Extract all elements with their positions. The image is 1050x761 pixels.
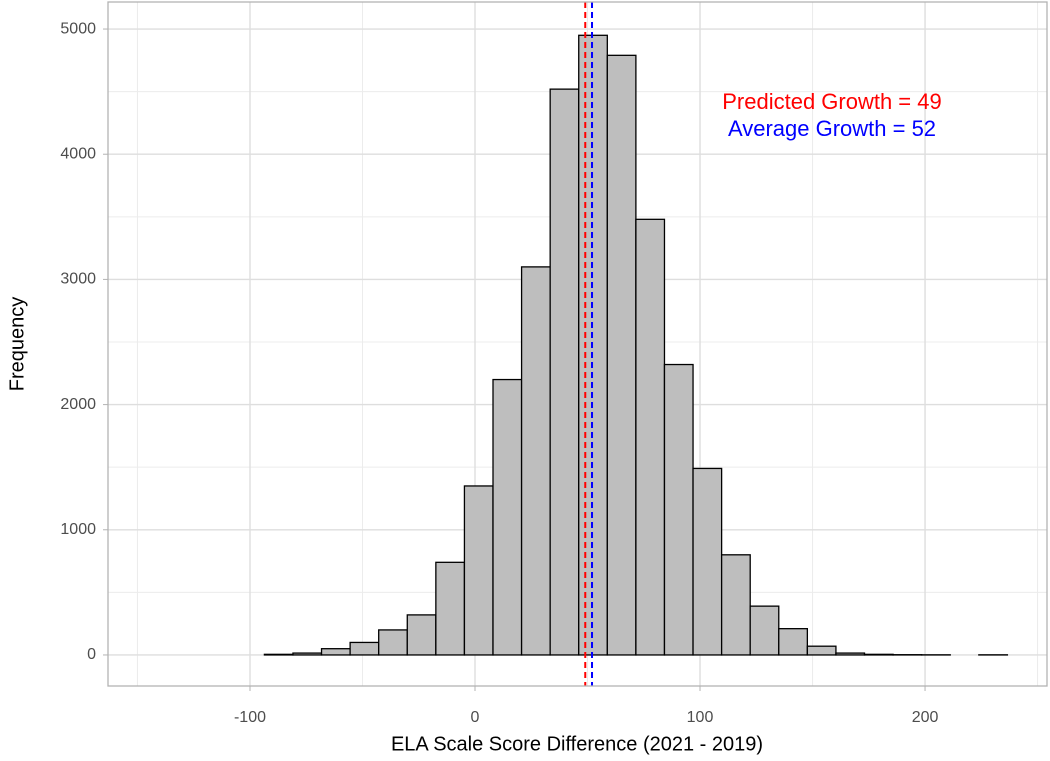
bar bbox=[692, 467, 723, 656]
bar bbox=[520, 266, 551, 656]
annotation: Predicted Growth = 49 bbox=[722, 89, 942, 114]
bar bbox=[263, 653, 294, 656]
bar bbox=[549, 88, 580, 656]
x-tick-label: 0 bbox=[471, 709, 480, 726]
y-tick-label: 5000 bbox=[60, 20, 96, 37]
bar bbox=[635, 218, 666, 656]
y-axis-title: Frequency bbox=[6, 297, 28, 392]
y-tick-label: 0 bbox=[87, 646, 96, 663]
bar bbox=[406, 614, 437, 656]
bar bbox=[292, 652, 323, 656]
bar bbox=[663, 363, 694, 656]
x-tick-label: 200 bbox=[912, 709, 939, 726]
y-tick-label: 4000 bbox=[60, 145, 96, 162]
bar bbox=[492, 378, 523, 656]
bar bbox=[778, 628, 809, 656]
bar bbox=[463, 485, 494, 656]
bar bbox=[578, 34, 608, 656]
annotation: Average Growth = 52 bbox=[728, 116, 936, 141]
bar bbox=[806, 645, 837, 656]
bar bbox=[378, 629, 408, 656]
y-tick-label: 2000 bbox=[60, 396, 96, 413]
x-tick-label: 100 bbox=[687, 709, 714, 726]
x-tick-label: -100 bbox=[234, 709, 266, 726]
bar bbox=[749, 605, 780, 656]
bar bbox=[720, 554, 751, 656]
bar bbox=[863, 653, 894, 656]
bar bbox=[349, 641, 380, 656]
y-tick-label: 1000 bbox=[60, 521, 96, 538]
bar bbox=[606, 54, 637, 656]
y-tick-label: 3000 bbox=[60, 271, 96, 288]
panel-border bbox=[107, 1, 1048, 687]
bar bbox=[835, 652, 866, 656]
x-axis-title: ELA Scale Score Difference (2021 - 2019) bbox=[391, 733, 763, 755]
bar bbox=[320, 648, 351, 656]
bar bbox=[435, 561, 466, 656]
